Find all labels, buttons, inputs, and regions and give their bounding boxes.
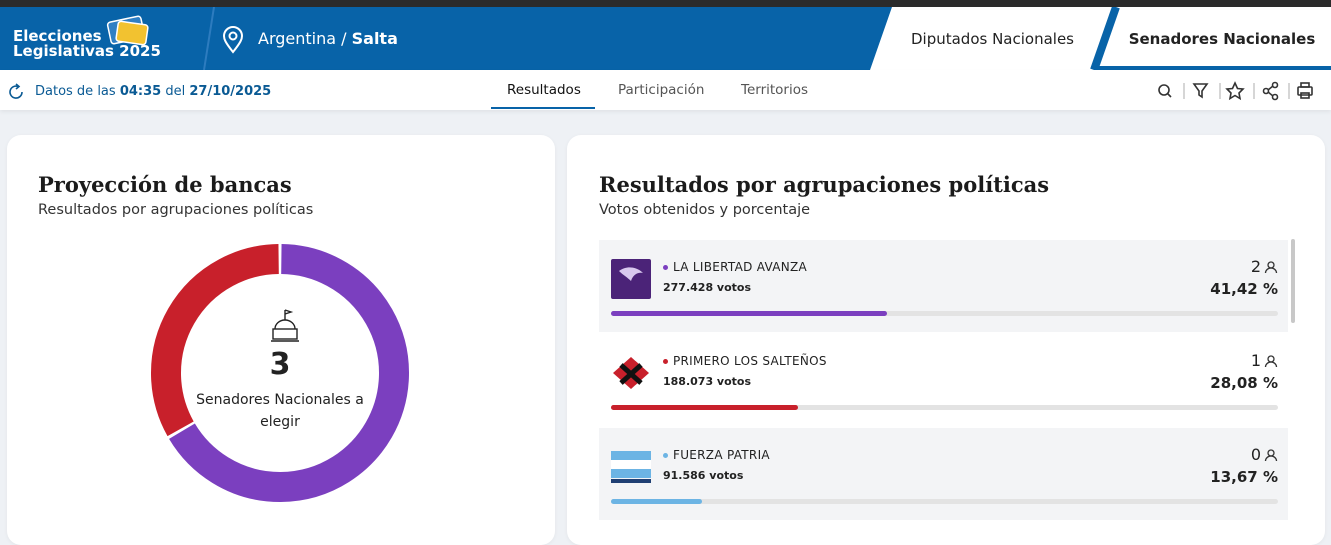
party-name: FUERZA PATRIA: [673, 448, 770, 462]
nav-item[interactable]: Resultados: [491, 82, 595, 109]
breadcrumb: Argentina / Salta: [258, 29, 398, 48]
toolbar-icons[interactable]: [1150, 80, 1320, 102]
party-row: LA LIBERTAD AVANZA 277.428 votos 2 41,42 %: [599, 240, 1288, 332]
subbar: Datos de las 04:35 del 27/10/2025 Result…: [0, 70, 1331, 110]
card-title: Proyección de bancas: [38, 172, 292, 197]
congress-icon: [271, 309, 299, 342]
province: Salta: [351, 29, 398, 48]
party-row: PRIMERO LOS SALTEÑOS 188.073 votos 1 28,08 …: [599, 334, 1288, 426]
party-logo: [611, 451, 651, 483]
card-subtitle: Votos obtenidos y porcentaje: [599, 202, 811, 218]
party-votes: 188.073 votos: [663, 375, 752, 388]
party-name: LA LIBERTAD AVANZA: [673, 260, 808, 274]
party-votes: 91.586 votos: [663, 469, 744, 482]
party-seats: 1: [1250, 351, 1261, 370]
seats-wrap: 2: [1251, 257, 1278, 276]
logo-icon: [106, 15, 149, 46]
progress-bar: [611, 405, 799, 410]
person-icon: [1264, 354, 1278, 367]
update-prefix: Datos de las: [35, 84, 116, 99]
logo-line: Elecciones: [13, 27, 102, 45]
party-name: PRIMERO LOS SALTEÑOS: [673, 354, 827, 368]
scrollbar[interactable]: [1291, 239, 1295, 323]
donut-segment: [151, 244, 280, 437]
seats-wrap: 0: [1251, 445, 1278, 464]
location-icon: [222, 26, 244, 54]
seats-card: Proyección de bancas Resultados por agru…: [7, 135, 555, 545]
refresh-icon[interactable]: [8, 83, 26, 101]
party-percent: 13,67 %: [1210, 468, 1278, 486]
progress-track: [611, 499, 1278, 504]
person-icon: [1264, 448, 1278, 461]
party-name-wrap: LA LIBERTAD AVANZA: [663, 260, 807, 274]
divider: [203, 7, 215, 70]
person-icon: [1264, 260, 1278, 273]
nav-item[interactable]: Participación: [618, 82, 705, 98]
tab-shapes: [870, 7, 1331, 70]
country[interactable]: Argentina: [258, 29, 337, 48]
tab-active[interactable]: Senadores Nacionales: [1128, 29, 1316, 48]
party-dot: [663, 264, 668, 270]
party-votes: 277.428 votos: [663, 281, 752, 294]
nav-item[interactable]: Territorios: [741, 82, 809, 98]
total-seats: 3: [269, 347, 291, 382]
party-percent: 28,08 %: [1210, 374, 1278, 392]
window-strip: [0, 0, 1331, 7]
progress-track: [611, 405, 1278, 410]
party-dot: [663, 358, 668, 364]
update-date: 27/10/2025: [189, 84, 272, 99]
seats-wrap: 1: [1251, 351, 1278, 370]
party-row: FUERZA PATRIA 91.586 votos 0 13,67 %: [599, 428, 1288, 520]
logo-text: Elecciones Legislativas 2025: [13, 29, 161, 59]
update-middle: del: [165, 84, 186, 99]
card-title: Resultados por agrupaciones políticas: [599, 172, 1050, 197]
party-name-wrap: FUERZA PATRIA: [663, 448, 770, 462]
party-seats: 2: [1250, 257, 1261, 276]
party-logo: [613, 357, 649, 389]
card-subtitle: Resultados por agrupaciones políticas: [38, 202, 314, 218]
header: Elecciones Legislativas 2025 Argentina /…: [0, 7, 1331, 70]
tab[interactable]: Diputados Nacionales: [910, 29, 1074, 48]
party-name-wrap: PRIMERO LOS SALTEÑOS: [663, 354, 827, 368]
progress-bar: [611, 311, 888, 316]
progress-track: [611, 311, 1278, 316]
logo-line: Legislativas 2025: [13, 42, 161, 60]
donut-chart: [151, 244, 409, 502]
center-label: Senadores Nacionales a elegir: [196, 392, 364, 430]
separator: /: [341, 29, 347, 48]
party-logo: [611, 259, 651, 299]
party-dot: [663, 452, 668, 458]
donut-segment: [169, 244, 409, 502]
update-time: 04:35: [119, 84, 162, 99]
party-percent: 41,42 %: [1210, 280, 1278, 298]
update-info: Datos de las 04:35 del 27/10/2025: [35, 84, 271, 99]
party-seats: 0: [1250, 445, 1261, 464]
progress-bar: [611, 499, 703, 504]
